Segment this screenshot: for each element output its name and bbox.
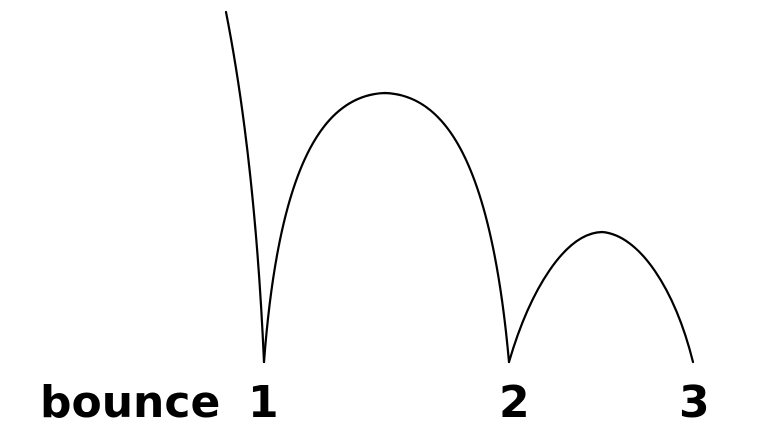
bounce-caption: bounce [40,377,220,428]
arc-2-to-3 [507,230,695,364]
bounce-label-3: 3 [679,377,710,428]
drop-path [224,10,266,364]
bounce-label-2: 2 [499,377,530,428]
bounce-label-1: 1 [248,377,279,428]
arc-1-to-2 [262,91,511,364]
